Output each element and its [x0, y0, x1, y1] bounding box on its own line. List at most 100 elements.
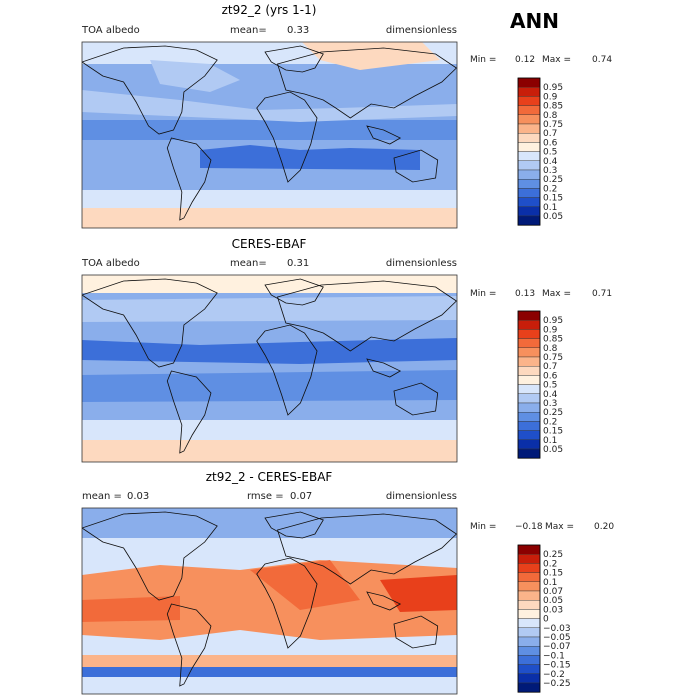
map-field — [82, 275, 457, 462]
colorbar-tick-label: 0.75 — [543, 120, 563, 130]
colorbar-tick-label: −0.03 — [543, 624, 571, 634]
units-label: dimensionless — [386, 491, 457, 502]
colorbar-tick-label: 0.4 — [543, 157, 558, 167]
colorbar-frame — [517, 77, 541, 226]
colorbar-tick-label: 0.07 — [543, 587, 563, 597]
units-label: dimensionless — [386, 258, 457, 269]
colorbar-swatch — [517, 338, 541, 349]
colorbar-swatch — [517, 320, 541, 330]
colorbar-tick-label: 0 — [543, 615, 549, 625]
colorbar-swatch — [517, 160, 541, 171]
panel-title: zt92_2 - CERES-EBAF — [206, 470, 333, 484]
colorbar-swatch — [517, 439, 541, 450]
colorbar-swatch — [517, 636, 541, 647]
max-value: 0.74 — [592, 55, 612, 65]
colorbar-swatch — [517, 375, 541, 385]
colorbar-swatch — [517, 366, 541, 376]
map-frame — [81, 41, 458, 229]
map-field — [82, 42, 457, 228]
colorbar-swatch — [517, 114, 541, 125]
colorbar-tick-label: 0.2 — [543, 184, 557, 194]
colorbar-tick-label: 0.05 — [543, 596, 563, 606]
colorbar-swatch — [517, 563, 541, 573]
colorbar-tick-label: 0.3 — [543, 166, 557, 176]
colorbar-tick-label: −0.07 — [543, 642, 571, 652]
colorbar-tick-label: 0.8 — [543, 111, 558, 121]
mean-label: mean= — [230, 258, 267, 269]
colorbar-tick-label: −0.15 — [543, 661, 571, 671]
min-value: 0.13 — [515, 289, 535, 299]
colorbar-swatch — [517, 421, 541, 431]
colorbar-frame — [517, 310, 541, 459]
panel-variable-label: TOA albedo — [81, 25, 140, 36]
colorbar-swatch — [517, 655, 541, 665]
colorbar-tick-label: 0.85 — [543, 102, 563, 112]
colorbar-swatch — [517, 393, 541, 404]
colorbar-tick-label: −0.1 — [543, 651, 565, 661]
colorbar-tick-label: 0.05 — [543, 212, 563, 222]
colorbar-swatch — [517, 310, 541, 321]
colorbar-swatch — [517, 86, 541, 97]
min-label: Min = — [470, 522, 496, 532]
colorbar-tick-label: 0.6 — [543, 371, 558, 381]
colorbar-tick-label: 0.2 — [543, 417, 557, 427]
colorbar-tick-label: 0.15 — [543, 194, 563, 204]
colorbar-swatch — [517, 206, 541, 217]
colorbar-tick-label: 0.6 — [543, 138, 558, 148]
colorbar-tick-label: 0.8 — [543, 344, 558, 354]
colorbar-swatch — [517, 77, 541, 88]
rmse-label: rmse = — [247, 491, 284, 502]
colorbar-tick-label: 0.7 — [543, 129, 557, 139]
colorbar-swatch — [517, 96, 541, 106]
max-value: 0.20 — [594, 522, 614, 532]
colorbar-swatch — [517, 105, 541, 115]
mean-label: mean= — [230, 25, 267, 36]
colorbar-tick-label: 0.5 — [543, 381, 557, 391]
colorbar: 0.250.20.150.10.070.050.030−0.03−0.05−0.… — [517, 544, 571, 693]
mean-value: 0.33 — [287, 25, 309, 36]
colorbar-tick-label: 0.9 — [543, 325, 558, 335]
colorbar-tick-label: 0.1 — [543, 203, 557, 213]
colorbar-swatch — [517, 627, 541, 638]
colorbar-tick-label: 0.85 — [543, 335, 563, 345]
colorbar-swatch — [517, 215, 541, 226]
colorbar-tick-label: 0.5 — [543, 148, 557, 158]
panel-title: zt92_2 (yrs 1-1) — [222, 3, 317, 17]
max-label: Max = — [542, 289, 571, 299]
colorbar-swatch — [517, 544, 541, 555]
colorbar-swatch — [517, 609, 541, 619]
colorbar-tick-label: 0.25 — [543, 175, 563, 185]
colorbar-swatch — [517, 329, 541, 339]
panel-model: zt92_2 (yrs 1-1) TOA albedo mean= 0.33 d… — [81, 3, 612, 229]
colorbar-tick-label: −0.05 — [543, 633, 571, 643]
colorbar-swatch — [517, 169, 541, 180]
colorbar-tick-label: 0.03 — [543, 605, 563, 615]
mean-value: 0.03 — [127, 491, 149, 502]
colorbar-tick-label: 0.3 — [543, 399, 557, 409]
colorbar-swatch — [517, 682, 541, 693]
colorbar-tick-label: 0.15 — [543, 427, 563, 437]
min-value: 0.12 — [515, 55, 535, 65]
colorbar-tick-label: 0.7 — [543, 362, 557, 372]
colorbar-swatch — [517, 664, 541, 674]
panel-difference: zt92_2 - CERES-EBAF mean = 0.03 rmse = 0… — [81, 470, 614, 695]
colorbar-swatch — [517, 581, 541, 592]
colorbar: 0.950.90.850.80.750.70.60.50.40.30.250.2… — [517, 310, 563, 459]
map-frame — [81, 274, 458, 463]
colorbar-swatch — [517, 356, 541, 367]
panel-observation: CERES-EBAF TOA albedo mean= 0.31 dimensi… — [81, 237, 612, 463]
colorbar-swatch — [517, 402, 541, 413]
colorbar-swatch — [517, 151, 541, 162]
units-label: dimensionless — [386, 25, 457, 36]
colorbar-tick-label: 0.25 — [543, 408, 563, 418]
colorbar-swatch — [517, 347, 541, 358]
max-value: 0.71 — [592, 289, 612, 299]
colorbar-swatch — [517, 590, 541, 601]
min-label: Min = — [470, 55, 496, 65]
colorbar-tick-label: 0.75 — [543, 353, 563, 363]
colorbar-swatch — [517, 178, 541, 189]
colorbar-swatch — [517, 197, 541, 208]
colorbar-swatch — [517, 430, 541, 441]
colorbar-tick-label: 0.25 — [543, 550, 563, 560]
